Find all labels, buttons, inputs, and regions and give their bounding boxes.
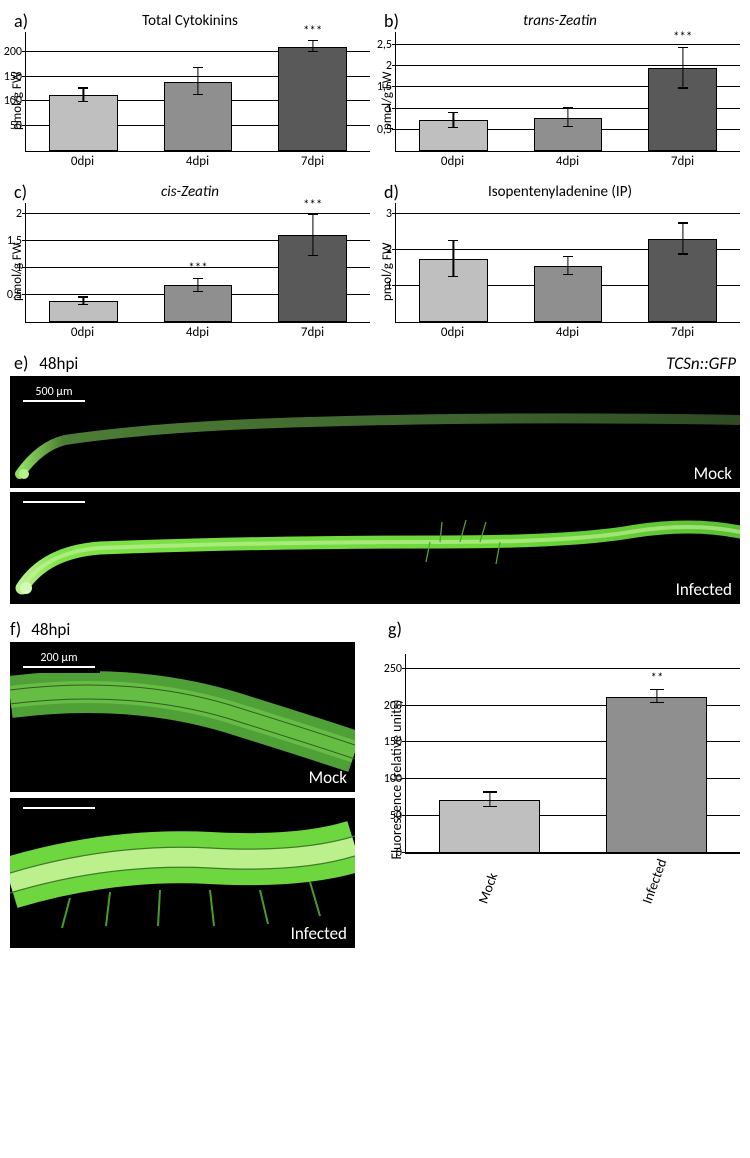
scalebar-line-e-mock (23, 400, 85, 402)
significance-marker: ** (650, 671, 663, 686)
significance-marker: *** (188, 261, 207, 276)
ytick-label: 0 (396, 846, 406, 860)
bar (606, 697, 706, 853)
bar (49, 95, 118, 151)
xcats-d: 0dpi 4dpi 7dpi (395, 325, 740, 340)
bar (439, 800, 539, 853)
ytick-label: 50 (10, 119, 26, 133)
panel-f: f) 48hpi 200 µm Mock (10, 618, 370, 948)
xcat-label: 4dpi (556, 325, 579, 340)
ytick-label: 2,5 (377, 38, 396, 52)
scalebar-line-f-infected (23, 807, 95, 809)
panel-letter-e: e) (14, 352, 28, 374)
condition-label-e-infected: Infected (676, 579, 732, 600)
xcat-label: 0dpi (71, 325, 94, 340)
plot-b: 0,511,522,5*** (395, 32, 740, 152)
xcat-label: 7dpi (301, 325, 324, 340)
significance-marker: *** (303, 24, 322, 39)
micrograph-e-mock: 500 µm Mock (10, 376, 740, 488)
plot-c: 0,511,52****** (25, 203, 370, 323)
xcat-label: 4dpi (556, 154, 579, 169)
ytick-label: 200 (384, 699, 406, 713)
panel-letter-c: c) (14, 181, 27, 203)
xcat-label: Mock (475, 856, 507, 905)
panel-c: c) cis-Zeatin pmol/g FW 0,511,52****** 0… (10, 179, 370, 340)
xcat-label: 0dpi (71, 154, 94, 169)
ytick-label: 150 (384, 735, 406, 749)
bar (278, 47, 347, 151)
panel-e: e) 48hpi TCSn::GFP 500 µm Mock (10, 352, 740, 604)
scalebar-line-f-mock (23, 666, 95, 668)
xcats-b: 0dpi 4dpi 7dpi (395, 154, 740, 169)
micrograph-f-infected: Infected (10, 798, 355, 948)
xcat-label: 0dpi (441, 154, 464, 169)
reporter-label: TCSn::GFP (666, 353, 736, 374)
ytick-label: 1 (386, 102, 396, 116)
figure: a) Total Cytokinins pmol/g FW 5010015020… (0, 0, 750, 958)
ylabel-d: pmol/g FW (380, 203, 395, 340)
xcat-label: 0dpi (441, 325, 464, 340)
panel-g: g) Fluorescence (relative units) 0501001… (388, 618, 740, 904)
ytick-label: 100 (384, 772, 406, 786)
panel-d: d) Isopentenyladenine (IP) pmol/g FW 123… (380, 179, 740, 340)
overlay-e-inf2 (70, 564, 530, 604)
scalebar-text-f: 200 µm (23, 651, 95, 665)
overlay-e-mock (270, 440, 600, 488)
ytick-label: 2 (16, 207, 26, 221)
scalebar-e-mock: 500 µm (18, 382, 90, 407)
ylabel-b: pmol/g FW (380, 32, 395, 169)
ytick-label: 100 (4, 94, 26, 108)
ytick-label: 1,5 (377, 80, 396, 94)
micrograph-f-mock: 200 µm Mock (10, 642, 355, 792)
condition-label-f-infected: Infected (291, 923, 347, 944)
ytick-label: 0,5 (7, 288, 26, 302)
ytick-label: 200 (4, 45, 26, 59)
ytick-label: 3 (386, 207, 396, 221)
plot-d: 123 (395, 203, 740, 323)
ytick-label: 1,5 (7, 234, 26, 248)
scalebar-line-e-infected (23, 501, 85, 503)
ytick-label: 1 (16, 261, 26, 275)
significance-marker: *** (303, 198, 322, 213)
ytick-label: 0,5 (377, 123, 396, 137)
xcat-label: 4dpi (186, 154, 209, 169)
scalebar-f-mock: 200 µm (18, 648, 100, 673)
scalebar-text-e: 500 µm (23, 385, 85, 399)
chart-title-d: Isopentenyladenine (IP) (380, 183, 740, 201)
ytick-label: 2 (386, 59, 396, 73)
micrograph-e-infected: Infected (10, 492, 740, 604)
ytick-label: 1 (386, 279, 396, 293)
scalebar-f-infected (18, 804, 100, 814)
timepoint-e: 48hpi (39, 353, 78, 374)
plot-g: 050100150200250** (405, 654, 740, 854)
panel-letter-b: b) (384, 10, 399, 32)
condition-label-e-mock: Mock (694, 463, 732, 484)
overlay-e-inf1 (230, 492, 430, 526)
panel-letter-g: g) (388, 618, 402, 640)
significance-marker: *** (673, 30, 692, 45)
timepoint-f: 48hpi (31, 619, 70, 640)
xcats-a: 0dpi 4dpi 7dpi (25, 154, 370, 169)
panel-letter-d: d) (384, 181, 399, 203)
panel-a: a) Total Cytokinins pmol/g FW 5010015020… (10, 8, 370, 169)
scalebar-e-infected (18, 498, 90, 508)
xcats-c: 0dpi 4dpi 7dpi (25, 325, 370, 340)
panel-letter-f: f) (10, 618, 21, 640)
panel-b: b) trans-Zeatin pmol/g FW 0,511,522,5***… (380, 8, 740, 169)
xcat-label: 4dpi (186, 325, 209, 340)
plot-a: 50100150200*** (25, 32, 370, 152)
xcat-label: 7dpi (301, 154, 324, 169)
ytick-label: 50 (390, 809, 406, 823)
xcat-label: 7dpi (671, 154, 694, 169)
condition-label-f-mock: Mock (309, 767, 347, 788)
xcats-g: Mock Infected (405, 858, 740, 904)
ytick-label: 2 (386, 243, 396, 257)
chart-title-b: trans-Zeatin (380, 12, 740, 30)
xcat-label: 7dpi (671, 325, 694, 340)
ytick-label: 250 (384, 662, 406, 676)
panel-letter-a: a) (14, 10, 28, 32)
xcat-label: Infected (638, 856, 670, 905)
ytick-label: 150 (4, 70, 26, 84)
